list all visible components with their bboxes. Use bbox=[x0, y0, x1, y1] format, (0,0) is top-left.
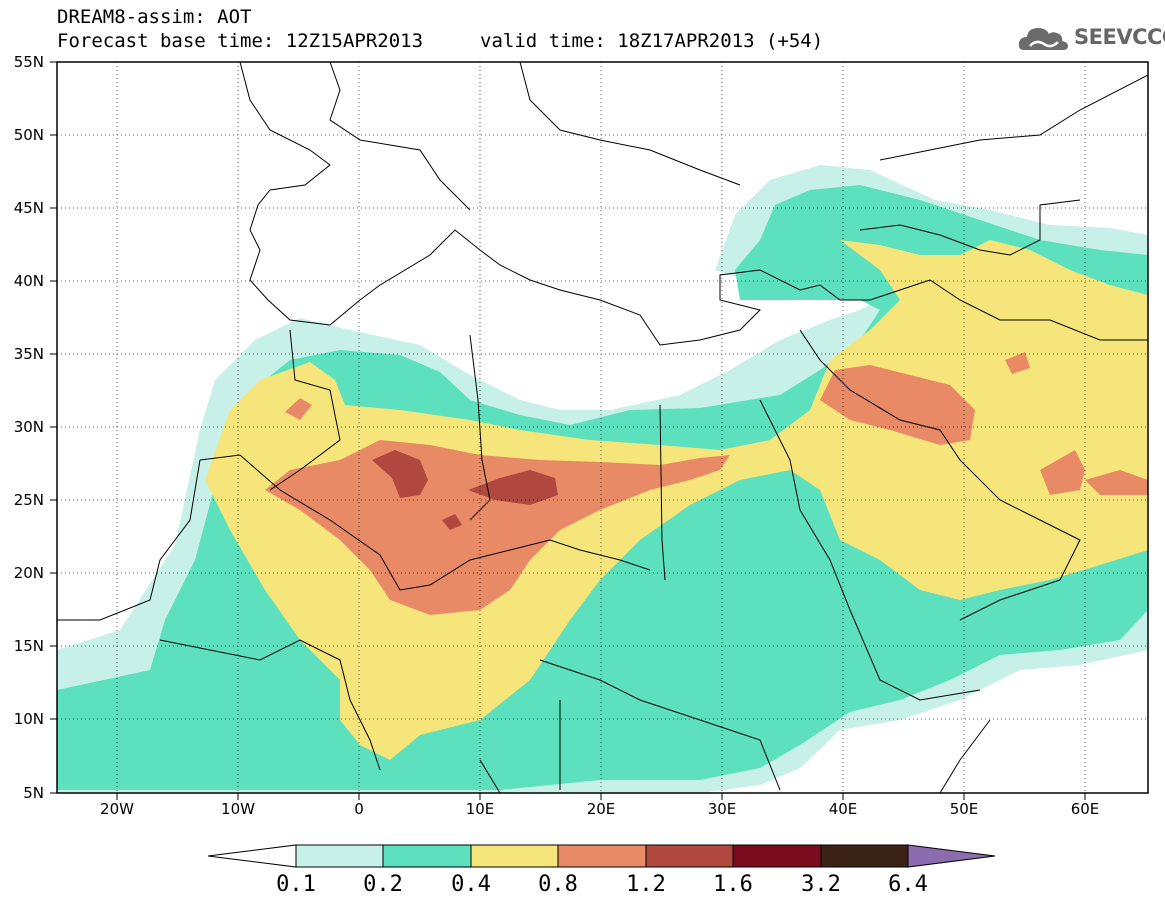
colorbar bbox=[207, 844, 996, 868]
lat-label: 25N bbox=[13, 491, 44, 509]
colorbar-bin-3 bbox=[470, 844, 559, 868]
lon-label: 20W bbox=[100, 800, 134, 818]
aot-contour-0.8-gulf bbox=[1005, 352, 1148, 495]
colorbar-bin-2 bbox=[382, 844, 472, 868]
colorbar-label: 0.4 bbox=[451, 872, 491, 897]
logo-text: SEEVCCC bbox=[1074, 25, 1165, 49]
colorbar-label: 1.6 bbox=[713, 872, 753, 897]
lon-label: 20E bbox=[586, 800, 616, 818]
colorbar-label: 0.8 bbox=[538, 872, 578, 897]
colorbar-under bbox=[207, 844, 297, 868]
cloud-logo-icon bbox=[1018, 28, 1068, 50]
aot-contour-0.8 bbox=[265, 440, 730, 615]
lon-label: 60E bbox=[1070, 800, 1100, 818]
colorbar-label: 0.1 bbox=[276, 872, 316, 897]
colorbar-label: 0.2 bbox=[363, 872, 403, 897]
lat-label: 30N bbox=[13, 418, 44, 436]
lon-label: 0 bbox=[354, 800, 364, 818]
lat-label: 20N bbox=[13, 564, 44, 582]
lat-label: 10N bbox=[13, 710, 44, 728]
aot-contour-0.4 bbox=[205, 240, 1148, 760]
lon-label: 10W bbox=[221, 800, 255, 818]
tick-marks bbox=[50, 61, 1086, 800]
lon-label: 30E bbox=[707, 800, 737, 818]
aot-contour-0.8-east bbox=[820, 365, 975, 445]
colorbar-bin-7 bbox=[820, 844, 909, 868]
lat-label: 5N bbox=[23, 784, 44, 802]
lon-label: 10E bbox=[465, 800, 495, 818]
lat-label: 35N bbox=[13, 345, 44, 363]
country-borders bbox=[57, 62, 1148, 793]
colorbar-label: 1.2 bbox=[626, 872, 666, 897]
colorbar-bin-5 bbox=[645, 844, 734, 868]
colorbar-bin-6 bbox=[732, 844, 822, 868]
lat-label: 50N bbox=[13, 126, 44, 144]
valid-time: valid time: 18Z17APR2013 (+54) bbox=[480, 30, 824, 52]
lat-label: 40N bbox=[13, 272, 44, 290]
lon-label: 40E bbox=[828, 800, 858, 818]
lat-label: 45N bbox=[13, 199, 44, 217]
colorbar-label: 3.2 bbox=[801, 872, 841, 897]
chart-title: DREAM8-assim: AOT bbox=[57, 6, 252, 28]
forecast-base-time: Forecast base time: 12Z15APR2013 bbox=[57, 30, 424, 52]
aot-contour-1.2 bbox=[372, 450, 558, 530]
colorbar-label: 6.4 bbox=[888, 872, 928, 897]
lat-label: 55N bbox=[13, 53, 44, 71]
colorbar-over bbox=[907, 844, 996, 868]
colorbar-bin-4 bbox=[557, 844, 647, 868]
colorbar-bin-1 bbox=[295, 844, 384, 868]
lat-label: 15N bbox=[13, 637, 44, 655]
aot-contour-0.8-west bbox=[285, 398, 312, 420]
lon-label: 50E bbox=[949, 800, 979, 818]
